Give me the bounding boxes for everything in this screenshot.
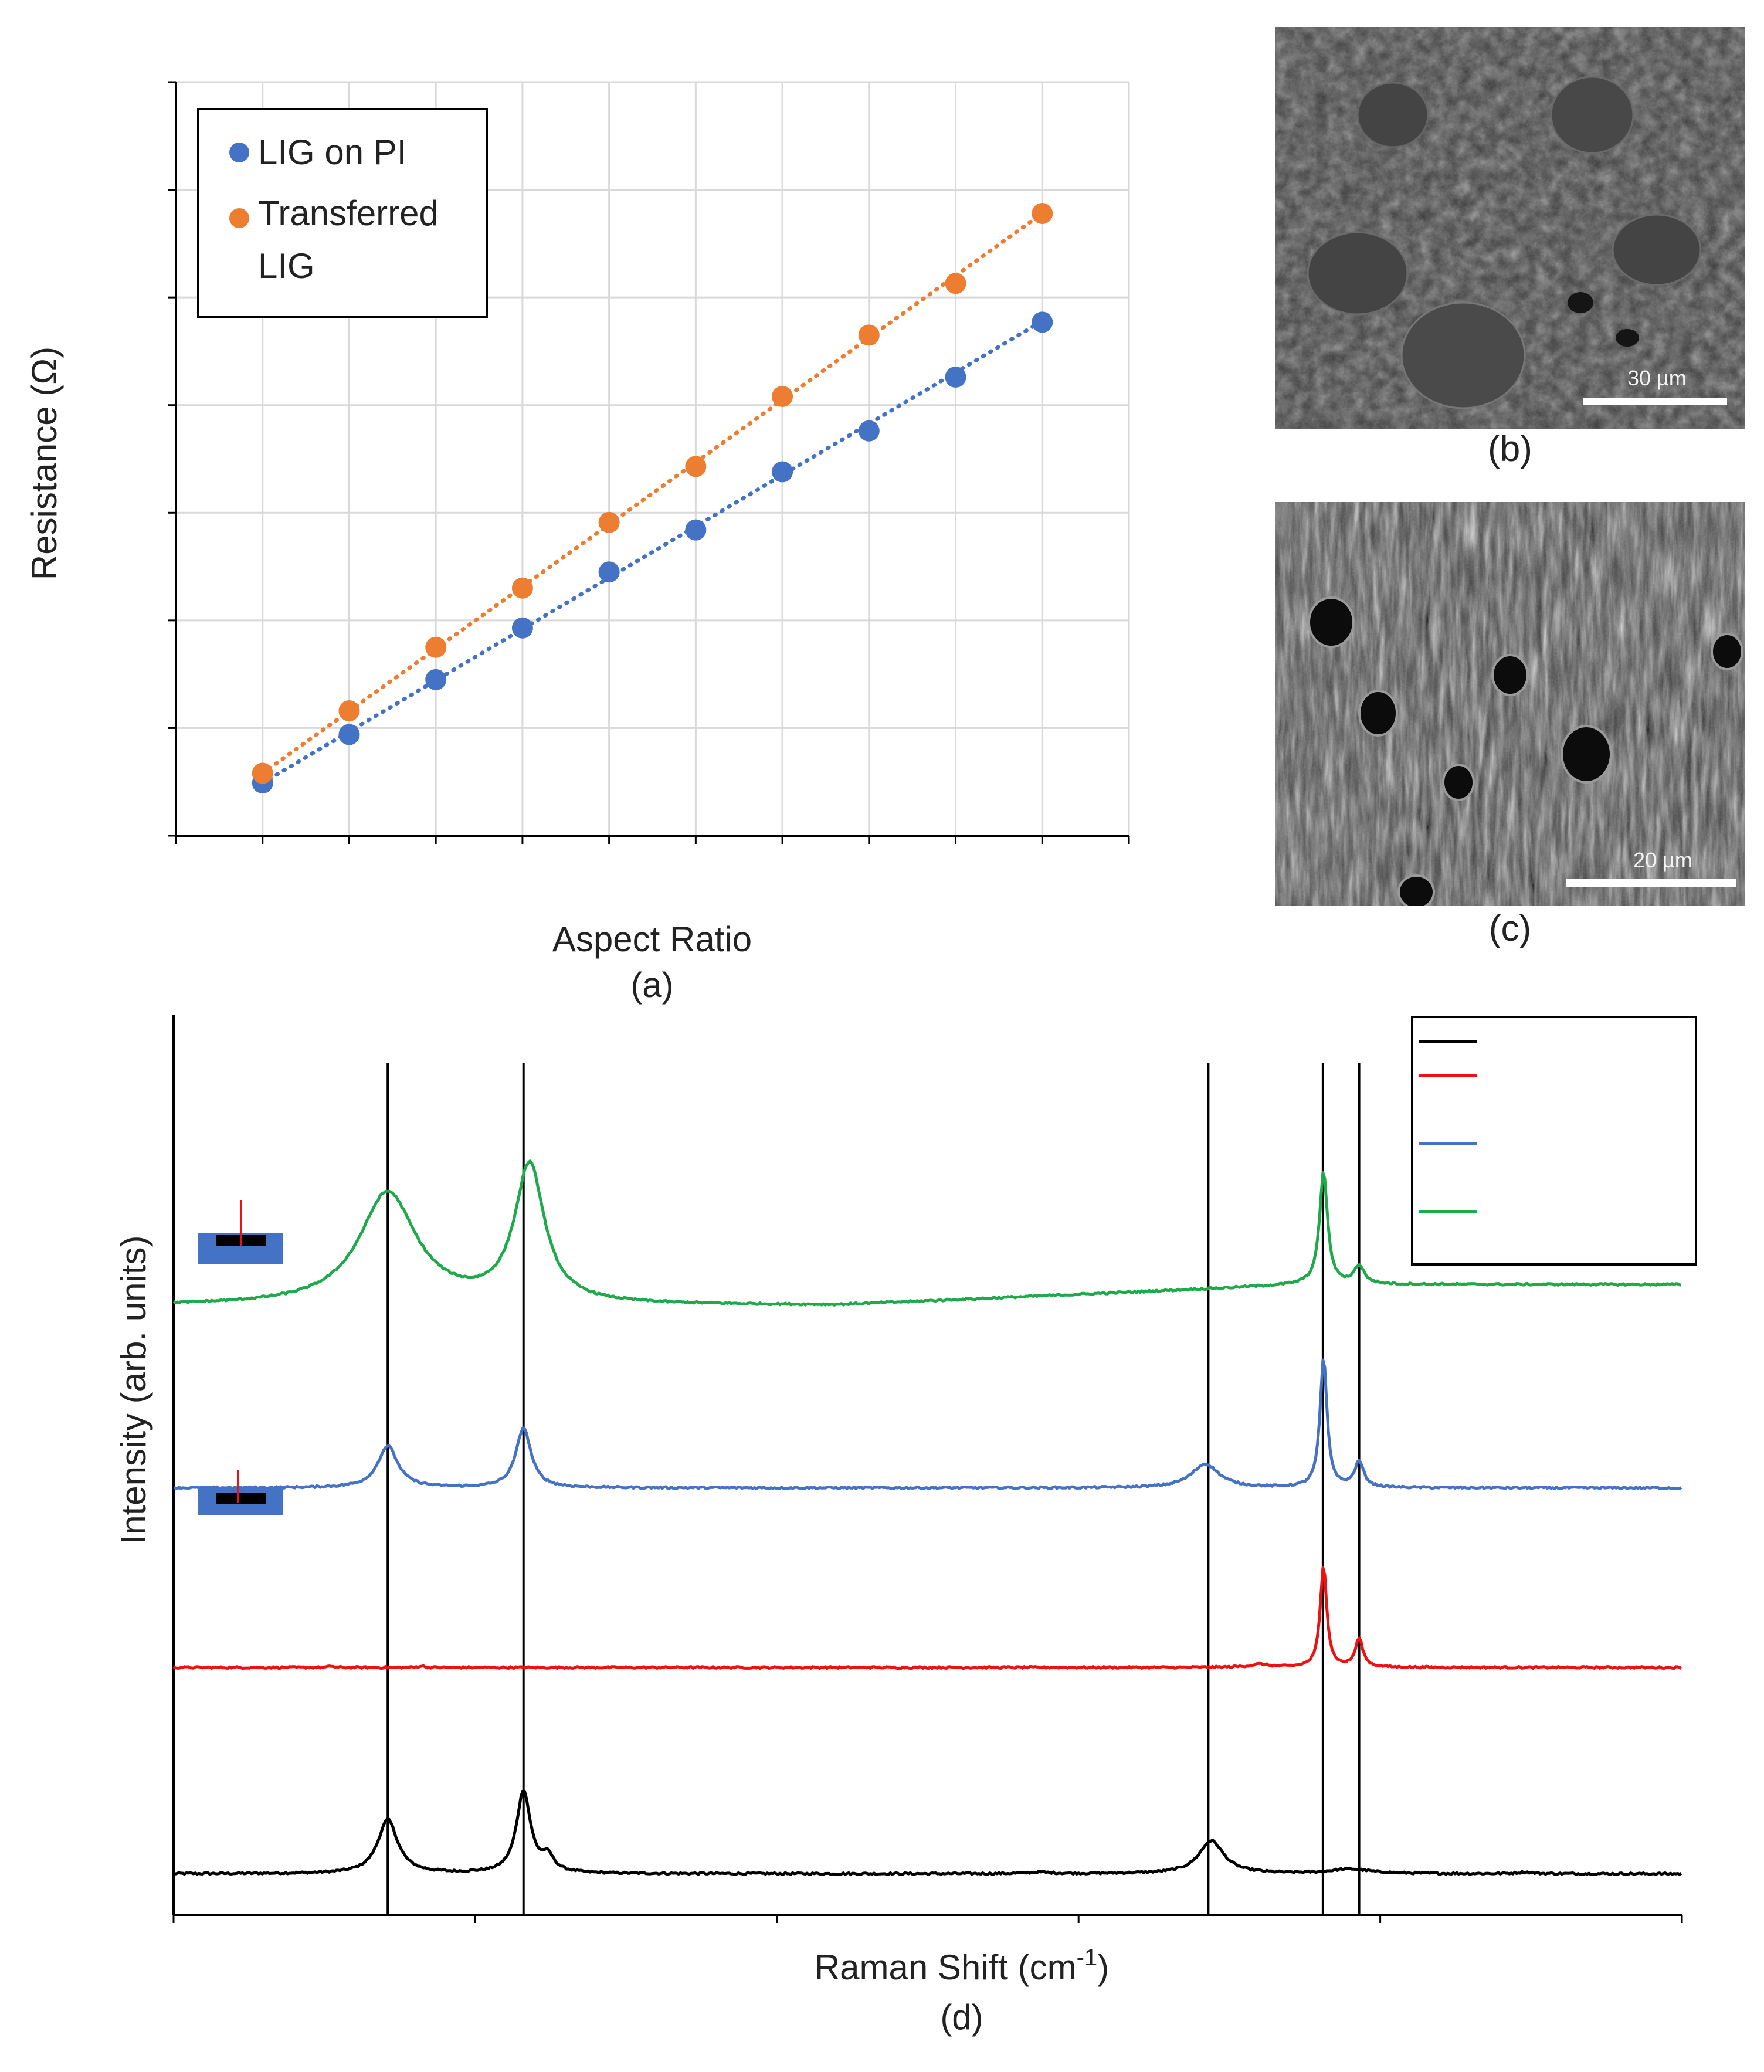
point-series-1-x6 — [685, 456, 707, 477]
sem-c-scale-label: 20 µm — [1633, 848, 1692, 872]
chart-d-inset-icons — [198, 1200, 283, 1515]
point-series-0-x10 — [1032, 311, 1053, 333]
chart-a-points — [252, 202, 1053, 794]
spectrum-transferred-lig-top — [172, 1159, 1682, 1307]
point-series-0-x9 — [945, 366, 966, 388]
chart-d-series — [172, 1159, 1682, 1876]
point-series-1-x8 — [858, 324, 880, 346]
point-series-1-x1 — [252, 762, 273, 784]
point-series-0-x6 — [685, 519, 707, 541]
spectrum-lig — [173, 1789, 1682, 1876]
probe-top-icon — [198, 1200, 283, 1264]
chart-d-panel-label: (d) — [940, 1998, 983, 2037]
spectrum-ndfeb-pdms-composite — [172, 1566, 1682, 1670]
chart-d-legend-box — [1411, 1016, 1697, 1266]
chart-d-y-axis-label: Intensity (arb. units) — [114, 1236, 153, 1545]
point-series-1-x9 — [945, 273, 966, 294]
chart-a-y-axis-label: Resistance (Ω) — [25, 347, 64, 580]
chart-a-x-axis-label: Aspect Ratio — [552, 920, 752, 959]
sem-b-caption: (b) — [1488, 429, 1532, 469]
chart-a-legend: LIG on PI Transferred LIG — [197, 108, 488, 318]
chart-d-x-axis-label: Raman Shift (cm-1) — [815, 1945, 1109, 1987]
point-series-0-x3 — [425, 669, 447, 690]
point-series-0-x8 — [858, 420, 880, 442]
point-series-1-x10 — [1032, 202, 1053, 224]
point-series-0-x7 — [772, 461, 793, 483]
sem-image-b: 30 µm — [1275, 27, 1745, 429]
chart-d: Raman Shift (cm-1) Intensity (arb. units… — [114, 1015, 1697, 2037]
legend-label-lig-on-pi: LIG on PI — [258, 133, 406, 172]
sem-b-scale-label: 30 µm — [1627, 366, 1687, 390]
chart-d-x-axis-label-main: Raman Shift (cm — [815, 1948, 1077, 1987]
point-series-1-x7 — [772, 386, 793, 408]
point-series-1-x5 — [598, 511, 620, 533]
point-series-0-x4 — [511, 617, 533, 639]
point-series-1-x3 — [425, 636, 447, 658]
point-series-1-x4 — [511, 577, 533, 599]
sem-c-caption: (c) — [1488, 908, 1532, 949]
sem-image-c-texture — [1275, 502, 1745, 906]
legend-label-transferred-lig-line1: Transferred — [258, 194, 439, 233]
probe-bottom-icon — [198, 1470, 283, 1515]
sem-b-scale-bar — [1583, 398, 1727, 405]
legend-marker-transferred-lig — [229, 208, 249, 228]
point-series-0-x5 — [598, 561, 620, 583]
legend-label-transferred-lig-line2: LIG — [258, 246, 315, 286]
chart-d-axes — [172, 1015, 1683, 1923]
chart-d-peak-lines — [386, 1063, 1361, 1915]
point-series-0-x2 — [338, 724, 360, 745]
point-series-1-x2 — [338, 700, 360, 722]
chart-a-axes — [168, 81, 1130, 844]
chart-d-legend — [1411, 1016, 1697, 1266]
sem-c-scale-bar — [1566, 879, 1736, 887]
chart-d-x-axis-label-sup: -1 — [1077, 1945, 1098, 1971]
trendline-series-0 — [260, 319, 1044, 785]
chart-a-trendlines — [260, 211, 1044, 785]
legend-marker-lig-on-pi — [229, 143, 249, 162]
chart-d-x-axis-label-end: ) — [1097, 1948, 1109, 1987]
chart-a: Aspect Ratio Resistance (Ω) (a) LIG on P… — [25, 81, 1130, 1005]
chart-a-panel-label: (a) — [630, 965, 673, 1005]
sem-image-c: 20 µm — [1275, 502, 1745, 906]
sem-image-b-texture — [1275, 27, 1745, 429]
chart-a-grid — [176, 81, 1130, 836]
spectrum-transferred-lig-bottom — [173, 1358, 1682, 1490]
